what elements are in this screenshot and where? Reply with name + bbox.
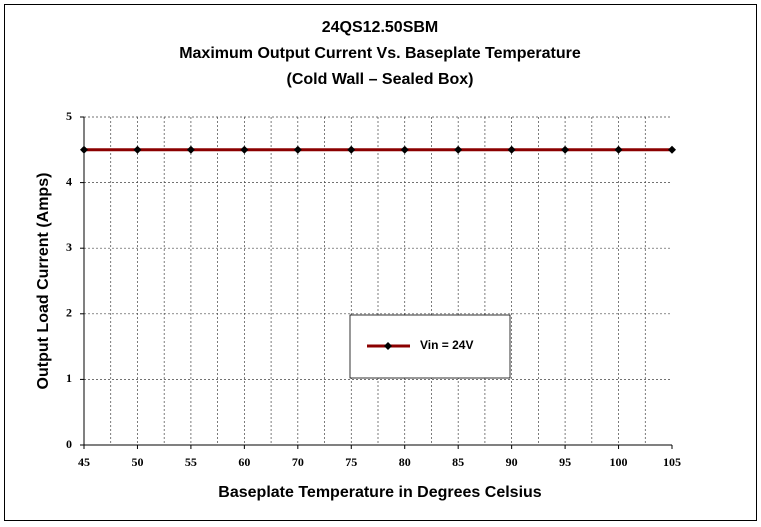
x-tick-label: 60 xyxy=(238,455,250,469)
x-tick-label: 80 xyxy=(399,455,411,469)
x-axis-label: Baseplate Temperature in Degrees Celsius xyxy=(218,484,541,501)
x-tick-label: 45 xyxy=(78,455,90,469)
marker xyxy=(240,145,249,154)
x-tick-label: 105 xyxy=(663,455,681,469)
x-tick-label: 55 xyxy=(185,455,197,469)
frame xyxy=(4,4,757,521)
y-tick-label: 3 xyxy=(66,240,72,254)
x-tick-label: 90 xyxy=(506,455,518,469)
chart-title: Maximum Output Current Vs. Baseplate Tem… xyxy=(179,45,581,62)
x-tick-label: 100 xyxy=(610,455,628,469)
x-tick-label: 95 xyxy=(559,455,571,469)
marker xyxy=(400,145,409,154)
legend-label: Vin = 24V xyxy=(420,338,473,352)
marker xyxy=(293,145,302,154)
marker xyxy=(614,145,623,154)
y-tick-label: 0 xyxy=(66,437,72,451)
marker xyxy=(133,145,142,154)
x-tick-label: 50 xyxy=(131,455,143,469)
x-tick-label: 75 xyxy=(345,455,357,469)
x-tick-label: 85 xyxy=(452,455,464,469)
marker xyxy=(80,145,88,154)
marker xyxy=(384,342,392,350)
y-tick-label: 5 xyxy=(66,109,72,123)
chart-title: 24QS12.50SBM xyxy=(322,19,439,36)
marker xyxy=(668,145,676,154)
y-tick-label: 4 xyxy=(66,174,72,188)
y-tick-label: 1 xyxy=(66,371,72,385)
marker xyxy=(561,145,570,154)
y-tick-label: 2 xyxy=(66,306,72,320)
marker xyxy=(507,145,516,154)
x-tick-label: 70 xyxy=(292,455,304,469)
marker xyxy=(454,145,463,154)
marker xyxy=(347,145,356,154)
marker xyxy=(186,145,195,154)
y-axis-label: Output Load Current (Amps) xyxy=(35,173,52,390)
chart-title: (Cold Wall – Sealed Box) xyxy=(287,71,474,88)
